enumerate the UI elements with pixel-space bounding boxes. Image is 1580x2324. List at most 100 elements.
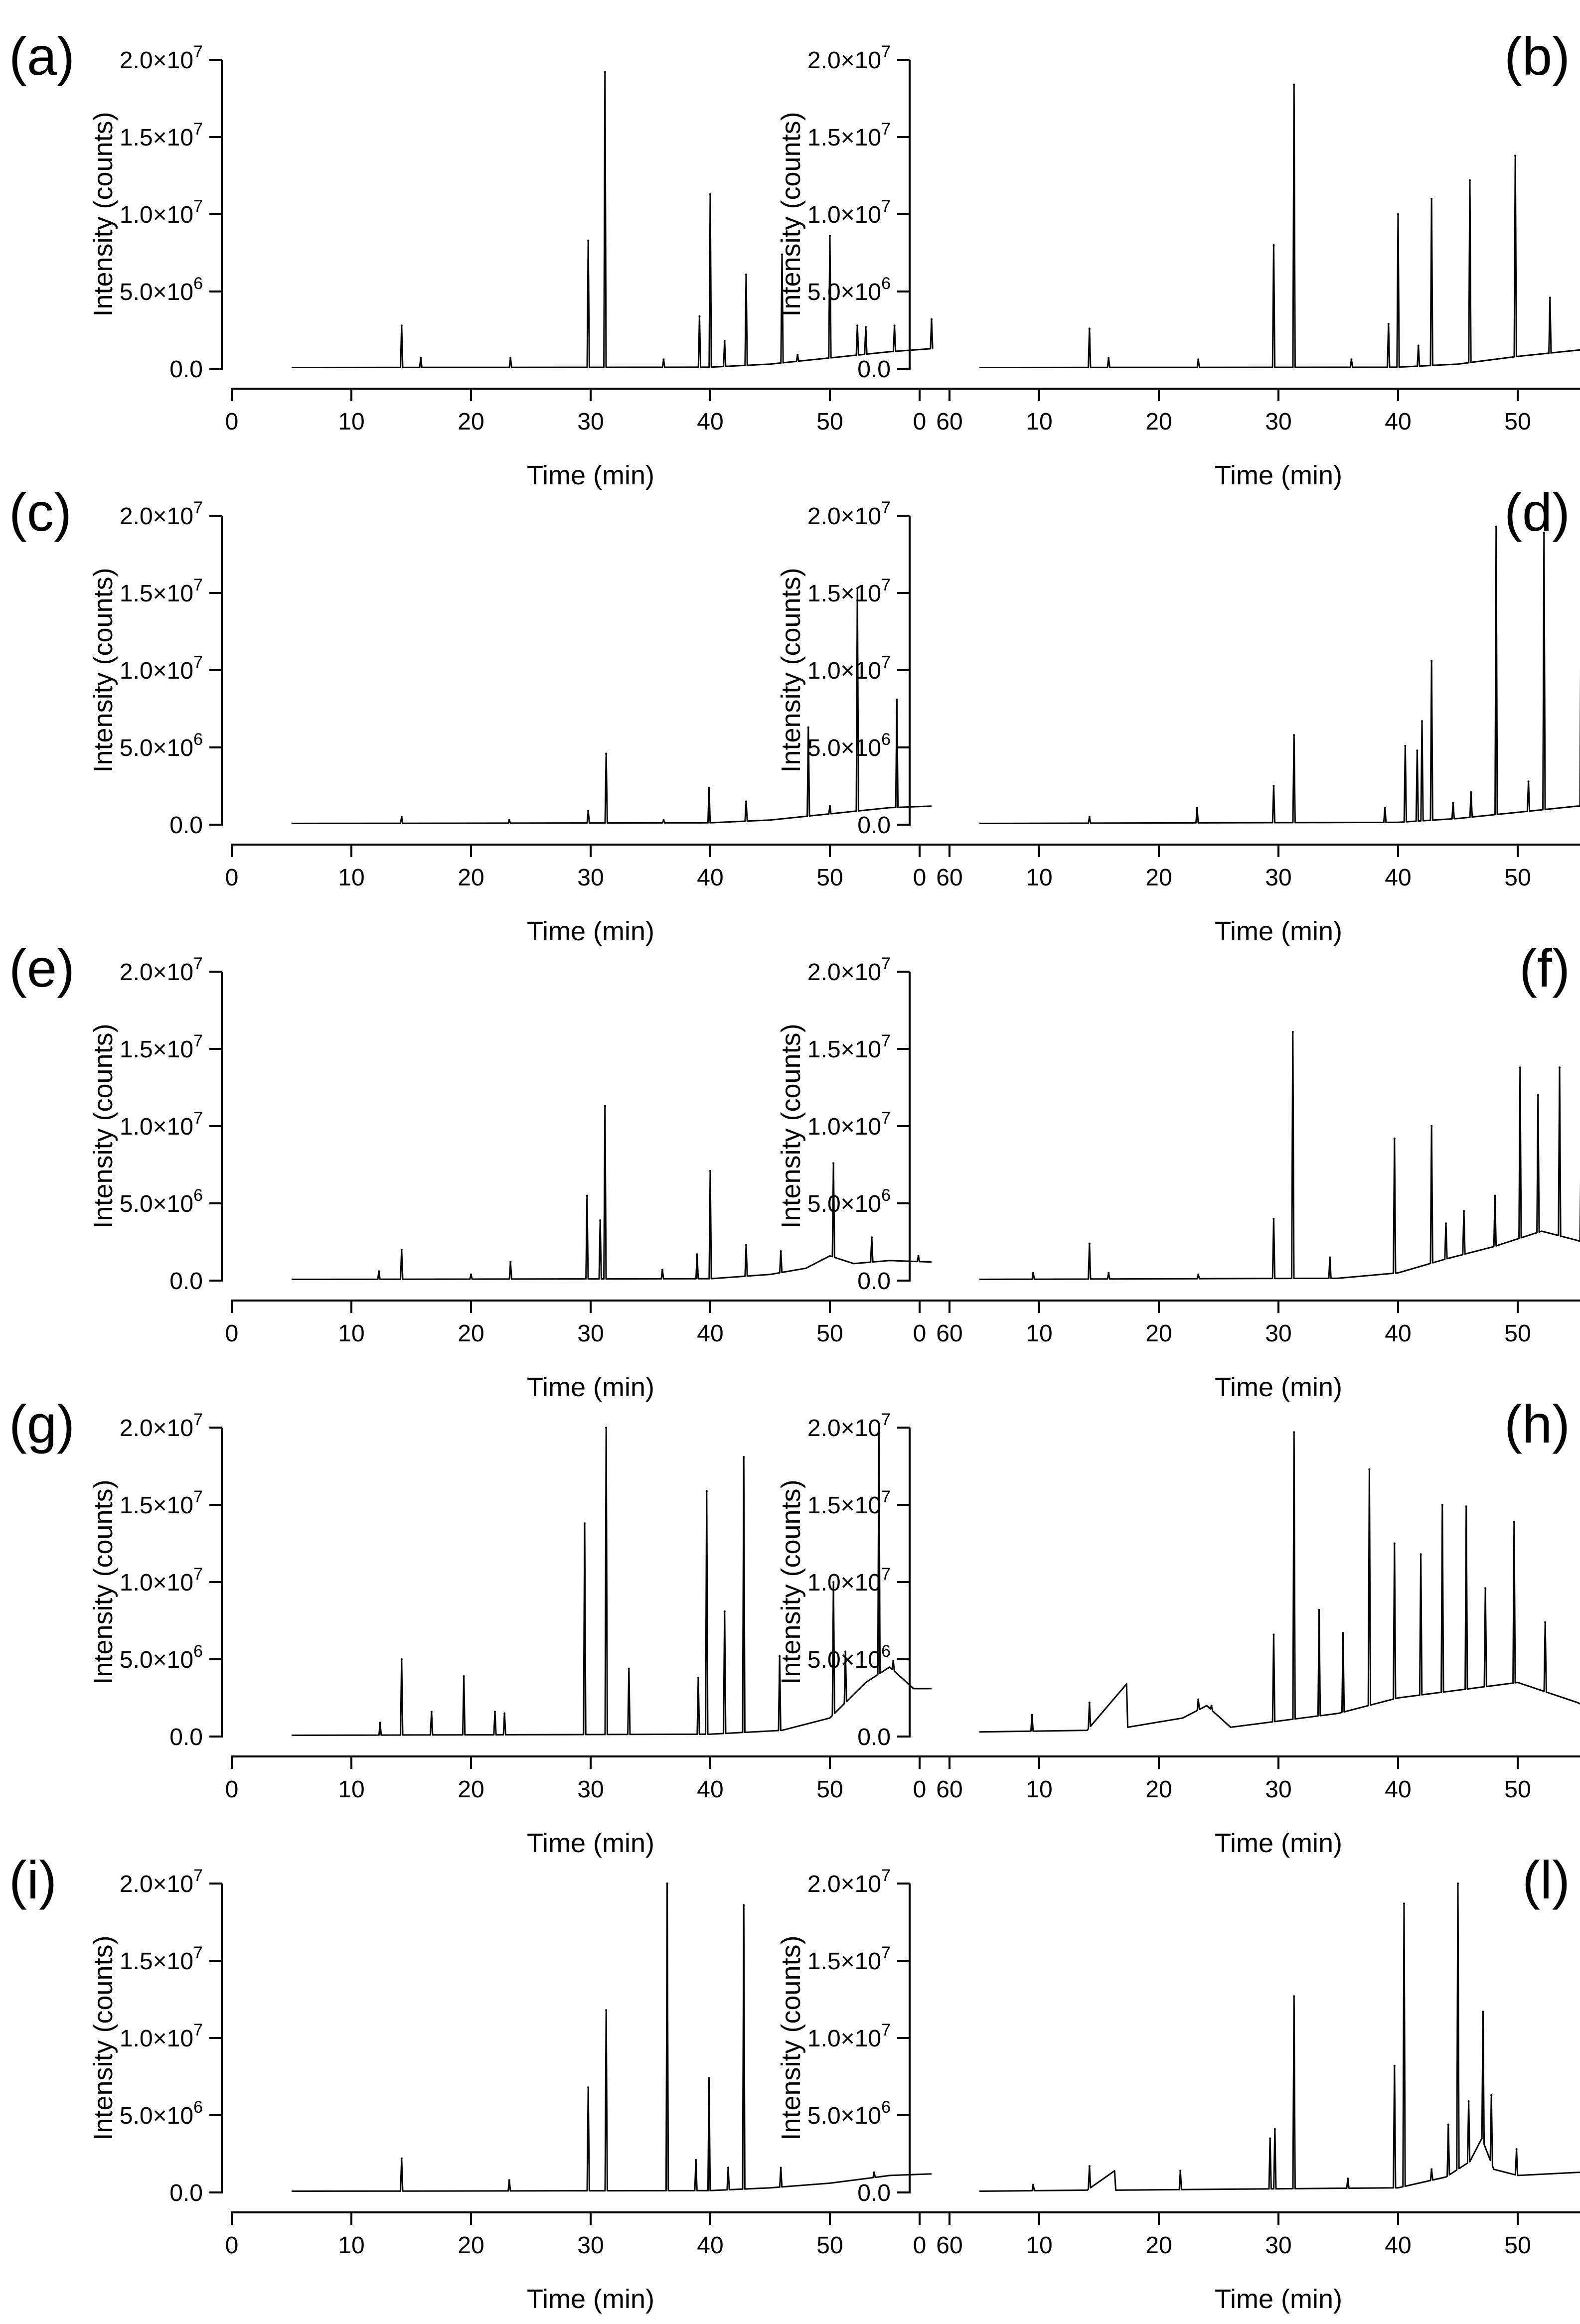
y-tick-label: 0.0	[857, 356, 891, 383]
x-tick-label: 40	[697, 409, 723, 435]
peak-apex	[1452, 802, 1454, 804]
peak-apex	[1329, 1256, 1331, 1259]
peak-apex	[599, 1219, 602, 1222]
peak-apex	[400, 324, 403, 327]
peak-apex	[1515, 2148, 1518, 2151]
peak-apex	[695, 2159, 697, 2161]
peak-apex	[1543, 532, 1545, 534]
y-tick-label: 1.5×107	[120, 1943, 203, 1975]
y-tick-label: 1.5×107	[807, 120, 891, 151]
y-tick-label: 2.0×107	[807, 1410, 891, 1442]
peak-apex	[1197, 358, 1200, 361]
x-tick-label: 40	[697, 1776, 723, 1803]
peak-apex	[1088, 2165, 1091, 2168]
peak-apex	[1350, 358, 1353, 361]
peak-apex	[587, 239, 590, 242]
panel-label: (e)	[9, 938, 75, 998]
peak-apex	[1514, 154, 1517, 157]
peak-apex	[1196, 806, 1198, 809]
peak-apex	[709, 193, 711, 195]
peak-apex	[1293, 83, 1295, 86]
y-tick-label: 1.5×107	[120, 1031, 203, 1063]
peak-apex	[856, 324, 859, 327]
y-tick-mantissa: 0.0	[857, 2180, 891, 2206]
x-tick-label: 10	[338, 409, 364, 435]
chart-panel-e: (e)0 10 20 30 40 50 600.05.0×1061.0×1071.5×107…	[9, 938, 963, 1402]
y-tick-mantissa: 1.0×10	[120, 658, 193, 684]
peak-apex	[832, 1162, 835, 1164]
peak-apex	[1197, 1273, 1200, 1276]
peak-apex	[1347, 2178, 1349, 2180]
y-tick-exponent: 6	[881, 1642, 891, 1661]
peak-apex	[878, 1427, 880, 1429]
peak-apex	[604, 71, 606, 73]
peak-apex	[1384, 806, 1386, 809]
peak-apex	[1494, 1194, 1496, 1197]
y-tick-exponent: 7	[881, 42, 891, 61]
y-tick-label: 5.0×106	[807, 274, 891, 305]
chromatogram-trace	[979, 1431, 1580, 1733]
peak-apex	[1559, 1066, 1561, 1069]
y-tick-exponent: 6	[881, 1186, 891, 1205]
y-tick-label: 2.0×107	[807, 954, 891, 986]
x-tick-label: 40	[697, 1320, 723, 1347]
y-tick-mantissa: 1.0×10	[807, 1114, 881, 1140]
peak-apex	[1549, 296, 1551, 299]
x-tick-label: 0	[913, 409, 927, 435]
y-tick-mantissa: 1.5×10	[807, 1036, 881, 1063]
peak-apex	[1293, 1995, 1295, 1998]
y-tick-exponent: 7	[193, 120, 203, 139]
y-tick-label: 1.0×107	[807, 197, 891, 228]
x-tick-label: 30	[1265, 1320, 1291, 1347]
y-tick-mantissa: 5.0×10	[807, 1191, 881, 1217]
peak-apex	[1342, 1632, 1344, 1634]
peak-apex	[696, 1253, 698, 1256]
x-tick-label: 30	[1265, 409, 1291, 435]
peak-apex	[745, 273, 747, 276]
y-tick-label: 2.0×107	[120, 1866, 203, 1897]
y-tick-label: 1.0×107	[120, 2021, 203, 2052]
peak-apex	[1430, 660, 1433, 662]
peak-apex	[873, 2171, 875, 2174]
y-tick-mantissa: 0.0	[169, 2180, 203, 2206]
peak-apex	[1197, 1698, 1200, 1701]
x-axis-title: Time (min)	[527, 1372, 654, 1402]
x-tick-label: 10	[1026, 2232, 1052, 2259]
chromatogram-trace	[291, 1883, 932, 2192]
x-tick-label: 10	[338, 2232, 364, 2259]
y-tick-exponent: 7	[881, 1031, 891, 1050]
x-tick-label: 0	[225, 1776, 239, 1803]
peak-apex	[400, 1249, 403, 1251]
x-axis-title: Time (min)	[1215, 2284, 1342, 2314]
x-tick-label: 60	[936, 1320, 962, 1347]
peak-apex	[705, 1490, 708, 1492]
x-tick-label: 20	[458, 2232, 484, 2259]
x-tick-label: 20	[1145, 865, 1172, 891]
y-tick-label: 1.5×107	[807, 1031, 891, 1063]
chart-panel-d: (d)01020304050600.05.0×1061.0×1071.5×107…	[776, 482, 1580, 946]
panel-label: (f)	[1519, 938, 1570, 998]
peak-apex	[727, 2167, 729, 2169]
y-tick-mantissa: 5.0×10	[807, 735, 881, 761]
y-tick-label: 1.0×107	[120, 197, 203, 228]
peak-apex	[745, 1244, 747, 1246]
y-tick-label: 1.5×107	[807, 1943, 891, 1975]
peak-apex	[662, 819, 665, 821]
x-tick-label: 0	[225, 2232, 239, 2259]
y-tick-mantissa: 5.0×10	[807, 279, 881, 305]
y-tick-label: 1.5×107	[120, 120, 203, 151]
chromatogram-trace	[979, 526, 1580, 824]
x-tick-label: 10	[1026, 865, 1052, 891]
y-axis-title: Intensity (counts)	[88, 112, 118, 316]
peak-apex	[1441, 1504, 1443, 1506]
chart-panel-f: (f)01020304050600.05.0×1061.0×1071.5×107…	[776, 938, 1580, 1402]
peak-apex	[604, 1105, 606, 1107]
y-tick-mantissa: 2.0×10	[807, 1415, 881, 1442]
x-tick-label: 20	[458, 1776, 484, 1803]
x-tick-label: 50	[816, 409, 843, 435]
peak-apex	[745, 800, 747, 803]
y-tick-label: 5.0×106	[807, 1186, 891, 1217]
y-tick-label: 0.0	[169, 812, 203, 839]
peak-apex	[1484, 1587, 1487, 1590]
